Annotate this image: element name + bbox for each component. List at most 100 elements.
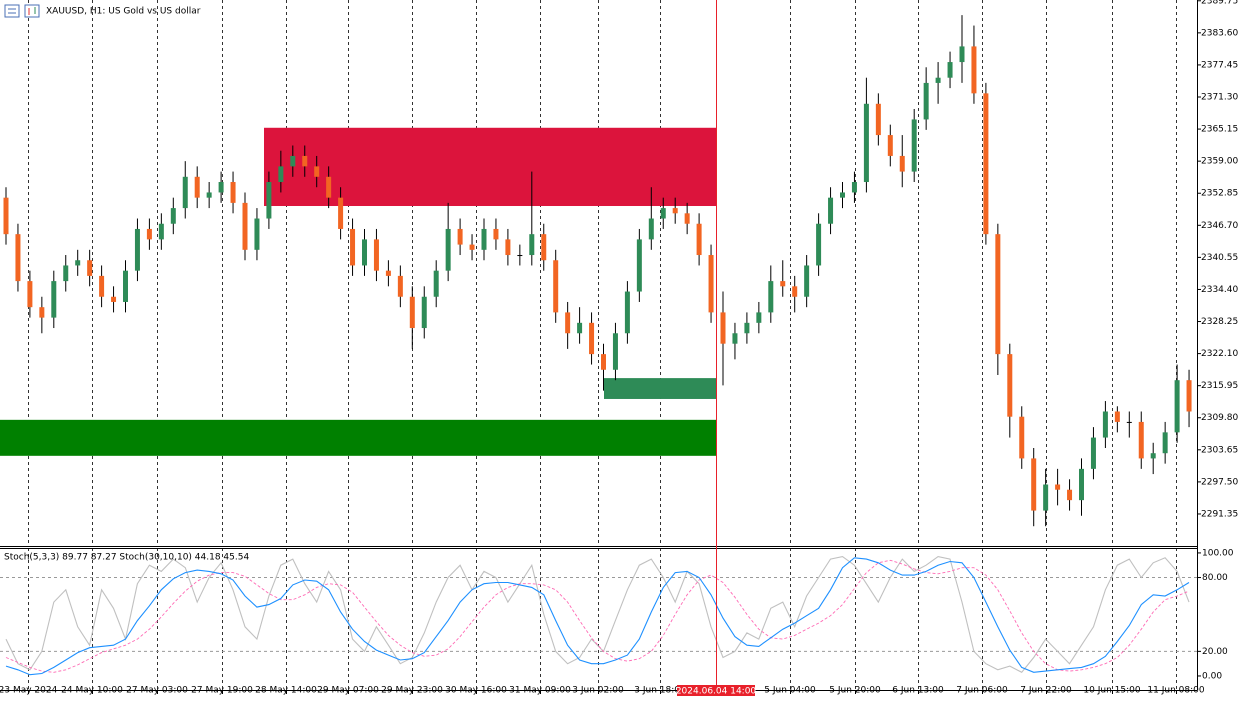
candle-body [1138, 421, 1144, 459]
candle-body [708, 255, 714, 313]
y-tick-label: 80.00 [1202, 573, 1228, 583]
background-layer [28, 0, 1177, 690]
candle-body [995, 234, 1001, 355]
candle-body [684, 213, 690, 224]
x-tick-label: 29 May 23:00 [381, 686, 443, 696]
candle-body [648, 218, 654, 240]
candle-body [385, 270, 391, 276]
x-tick-label: 29 May 07:00 [317, 686, 379, 696]
candle-body [170, 208, 176, 224]
candle-body [1126, 421, 1132, 423]
candle-body [278, 166, 284, 183]
candle-body [971, 46, 977, 94]
candle-body [923, 82, 929, 120]
candle-body [493, 228, 499, 240]
candle-body [27, 281, 33, 308]
candle-body [362, 239, 367, 266]
y-tick-label: 2334.40 [1201, 285, 1238, 295]
x-tick-label: 24 May 10:00 [61, 686, 123, 696]
candle-body [1102, 411, 1108, 438]
candle-body [481, 228, 487, 250]
candle-body [720, 312, 726, 344]
candle-body [39, 307, 45, 318]
zone [0, 419, 716, 456]
y-tick-label: 2346.70 [1201, 221, 1238, 231]
chart-icon[interactable] [24, 4, 40, 18]
candle-body [1186, 380, 1192, 412]
x-tick-label: 5 Jun 20:00 [829, 686, 881, 696]
candle-body [947, 62, 953, 78]
candle-body [612, 333, 618, 370]
candle-body [457, 228, 463, 245]
candle-body [959, 46, 965, 63]
candle-body [577, 322, 583, 334]
x-tick-label: 28 May 14:00 [255, 686, 317, 696]
candle-body [397, 275, 403, 297]
x-tick-label: 7 Jun 06:00 [956, 686, 1008, 696]
y-tick-label: 2389.75 [1201, 0, 1238, 6]
candle-body [421, 296, 427, 329]
candle-body [445, 228, 451, 271]
candle-body [63, 265, 69, 282]
candle-body [732, 333, 738, 344]
candle-body [254, 218, 260, 250]
candle-body [182, 176, 188, 209]
candle-body [935, 77, 941, 83]
candle-body [863, 103, 869, 183]
candle-body [553, 260, 559, 313]
stoch-line [5, 556, 1190, 673]
candle-body [1079, 468, 1084, 501]
candle-body [373, 239, 379, 271]
candle-body [99, 275, 105, 297]
x-tick-label: 10 Jun 15:00 [1083, 686, 1140, 696]
candle-body [983, 93, 989, 235]
y-tick-label: 2365.15 [1201, 125, 1238, 135]
indicator-title: Stoch(5,3,3) 89.77 87.27 Stoch(30,10,10)… [4, 553, 249, 563]
candle-body [3, 197, 9, 235]
candle-body [565, 312, 571, 334]
candle-body [1031, 458, 1037, 511]
x-tick-label: 7 Jun 22:00 [1020, 686, 1072, 696]
candle-body [409, 296, 415, 329]
x-tick-label: 23 May 2024 [0, 686, 58, 696]
candle-body [744, 322, 750, 334]
candle-body [541, 234, 547, 261]
candle-body [158, 223, 164, 240]
candle-body [828, 197, 834, 224]
x-tick-label: 5 Jun 04:00 [764, 686, 816, 696]
candle-body [123, 270, 128, 302]
candle-body [87, 260, 93, 276]
candle-body [636, 239, 642, 292]
y-tick-label: 2315.95 [1201, 381, 1238, 391]
candle-body [672, 208, 678, 214]
stoch-line [5, 557, 1190, 676]
candle-body [338, 197, 344, 229]
chart-title: XAUUSD, H1: US Gold vs US dollar [46, 7, 201, 17]
candle-body [660, 208, 666, 219]
candle-body [266, 182, 272, 219]
candle-body [302, 155, 308, 167]
candle-body [206, 192, 212, 198]
candle-body [696, 223, 702, 256]
candle-body [529, 234, 535, 256]
candle-body [1114, 411, 1120, 422]
y-tick-label: 2322.10 [1201, 349, 1238, 359]
menu-icon[interactable] [4, 4, 20, 18]
y-tick-label: 2359.00 [1201, 157, 1238, 167]
candle-body [242, 202, 248, 250]
candle-body [51, 281, 57, 318]
x-tick-label: 3 Jun 02:00 [572, 686, 624, 696]
cursor-label-bg [677, 685, 755, 696]
candle-body [1090, 437, 1096, 469]
y-tick-label: 2377.45 [1201, 60, 1238, 70]
candle-body [1067, 489, 1073, 501]
candle-body [314, 166, 320, 177]
zone [604, 378, 716, 399]
candle-body [887, 135, 893, 156]
x-tick-label: 31 May 09:00 [509, 686, 571, 696]
candle-body [1055, 484, 1061, 490]
cursor-label: 2024.06.04 14:00 [676, 687, 757, 697]
candle-body [589, 322, 595, 355]
candle-body [780, 281, 786, 287]
